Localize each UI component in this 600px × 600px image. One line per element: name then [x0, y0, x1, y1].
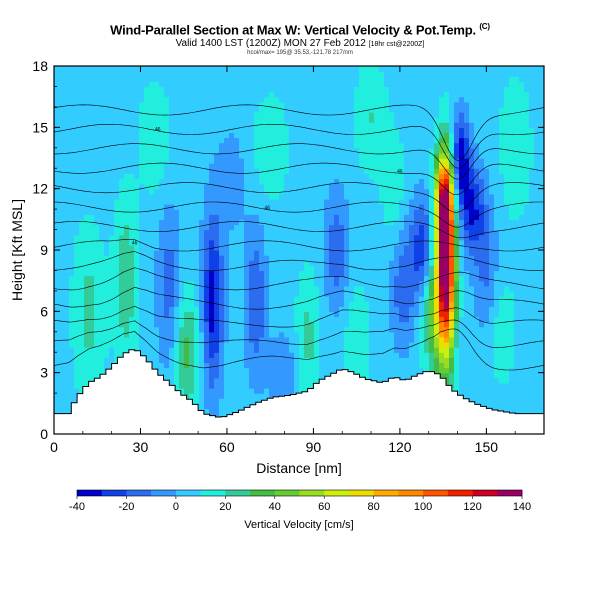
- chart-title: Wind-Parallel Section at Max W: Vertical…: [110, 22, 490, 38]
- theta-contour: [54, 286, 544, 310]
- colorbar-tick-label: -20: [118, 501, 134, 513]
- theta-contour: [54, 239, 544, 252]
- x-axis-title: Distance [nm]: [256, 460, 342, 476]
- colorbar-segment: [175, 490, 201, 496]
- theta-contour-label: 46: [155, 127, 161, 133]
- colorbar-segment: [126, 490, 152, 496]
- theta-contour: [54, 251, 544, 271]
- colorbar-tick-label: 40: [269, 501, 281, 513]
- theta-contour-label: 46: [132, 240, 138, 246]
- chart-info-line: hcol/max= 195@ 35.53,-121.78 217/nm: [247, 50, 353, 56]
- colorbar-tick-label: 20: [219, 501, 231, 513]
- y-tick-label: 6: [40, 303, 48, 319]
- y-axis-title: Height [Kft MSL]: [9, 199, 25, 301]
- colorbar-segment: [348, 490, 374, 496]
- colorbar-segment: [77, 490, 103, 496]
- theta-contour: [54, 221, 544, 239]
- theta-contour-label: 46: [397, 169, 403, 175]
- x-tick-label: 150: [475, 439, 499, 455]
- colorbar-segment: [472, 490, 498, 496]
- theta-contour: [54, 305, 544, 328]
- colorbar-tick-label: 140: [513, 501, 531, 513]
- x-tick-label: 30: [133, 439, 149, 455]
- colorbar-tick-label: 100: [414, 501, 432, 513]
- x-tick-label: 60: [219, 439, 235, 455]
- theta-contour: [54, 182, 544, 213]
- theta-contour-label: 46: [265, 206, 271, 212]
- y-tick-label: 0: [40, 426, 48, 442]
- axes: 0 30 60 90 120 150 0 3 6 9 12 15 18: [32, 58, 545, 455]
- colorbar-segment: [101, 490, 127, 496]
- theta-contour: [54, 162, 544, 195]
- y-tick-label: 3: [40, 365, 48, 381]
- colorbar-segment: [274, 490, 300, 496]
- theta-contour: [54, 143, 544, 180]
- theta-contour: [54, 124, 544, 169]
- x-tick-label: 120: [388, 439, 412, 455]
- colorbar-segment: [151, 490, 177, 496]
- colorbar-segment: [497, 490, 523, 496]
- y-tick-label: 9: [40, 242, 48, 258]
- colorbar-tick-label: -40: [69, 501, 85, 513]
- colorbar-tick-label: 80: [368, 501, 380, 513]
- colorbar-segment: [398, 490, 424, 496]
- terrain-polygon: [53, 349, 545, 435]
- y-tick-label: 18: [32, 58, 48, 74]
- y-tick-label: 12: [32, 181, 48, 197]
- colorbar-tick-label: 120: [463, 501, 481, 513]
- theta-contour: [54, 201, 544, 228]
- x-tick-label: 0: [50, 439, 58, 455]
- chart-subtitle: Valid 1400 LST (1200Z) MON 27 Feb 2012 […: [175, 38, 425, 49]
- colorbar-tick-label: 60: [318, 501, 330, 513]
- colorbar-segment: [373, 490, 399, 496]
- y-tick-label: 15: [32, 119, 48, 135]
- theta-contour: [54, 319, 544, 348]
- theta-contour: [54, 104, 544, 161]
- x-tick-label: 90: [306, 439, 322, 455]
- colorbar-segment: [423, 490, 449, 496]
- colorbar-tick-label: 0: [173, 501, 179, 513]
- colorbar-segment: [447, 490, 473, 496]
- theta-contour: [54, 328, 544, 371]
- colorbar: -40 -20 0 20 40 60 80 100 120 140: [69, 489, 531, 513]
- potential-temperature-contours: 46 46 46 46: [54, 104, 544, 371]
- colorbar-segment: [299, 490, 325, 496]
- colorbar-segment: [225, 490, 251, 496]
- theta-contour: [54, 267, 544, 291]
- colorbar-frame: [76, 489, 523, 497]
- colorbar-segment: [324, 490, 350, 496]
- colorbar-segment: [200, 490, 226, 496]
- colorbar-segment: [250, 490, 276, 496]
- terrain-profile: [53, 349, 545, 435]
- colorbar-title: Vertical Velocity [cm/s]: [244, 519, 353, 531]
